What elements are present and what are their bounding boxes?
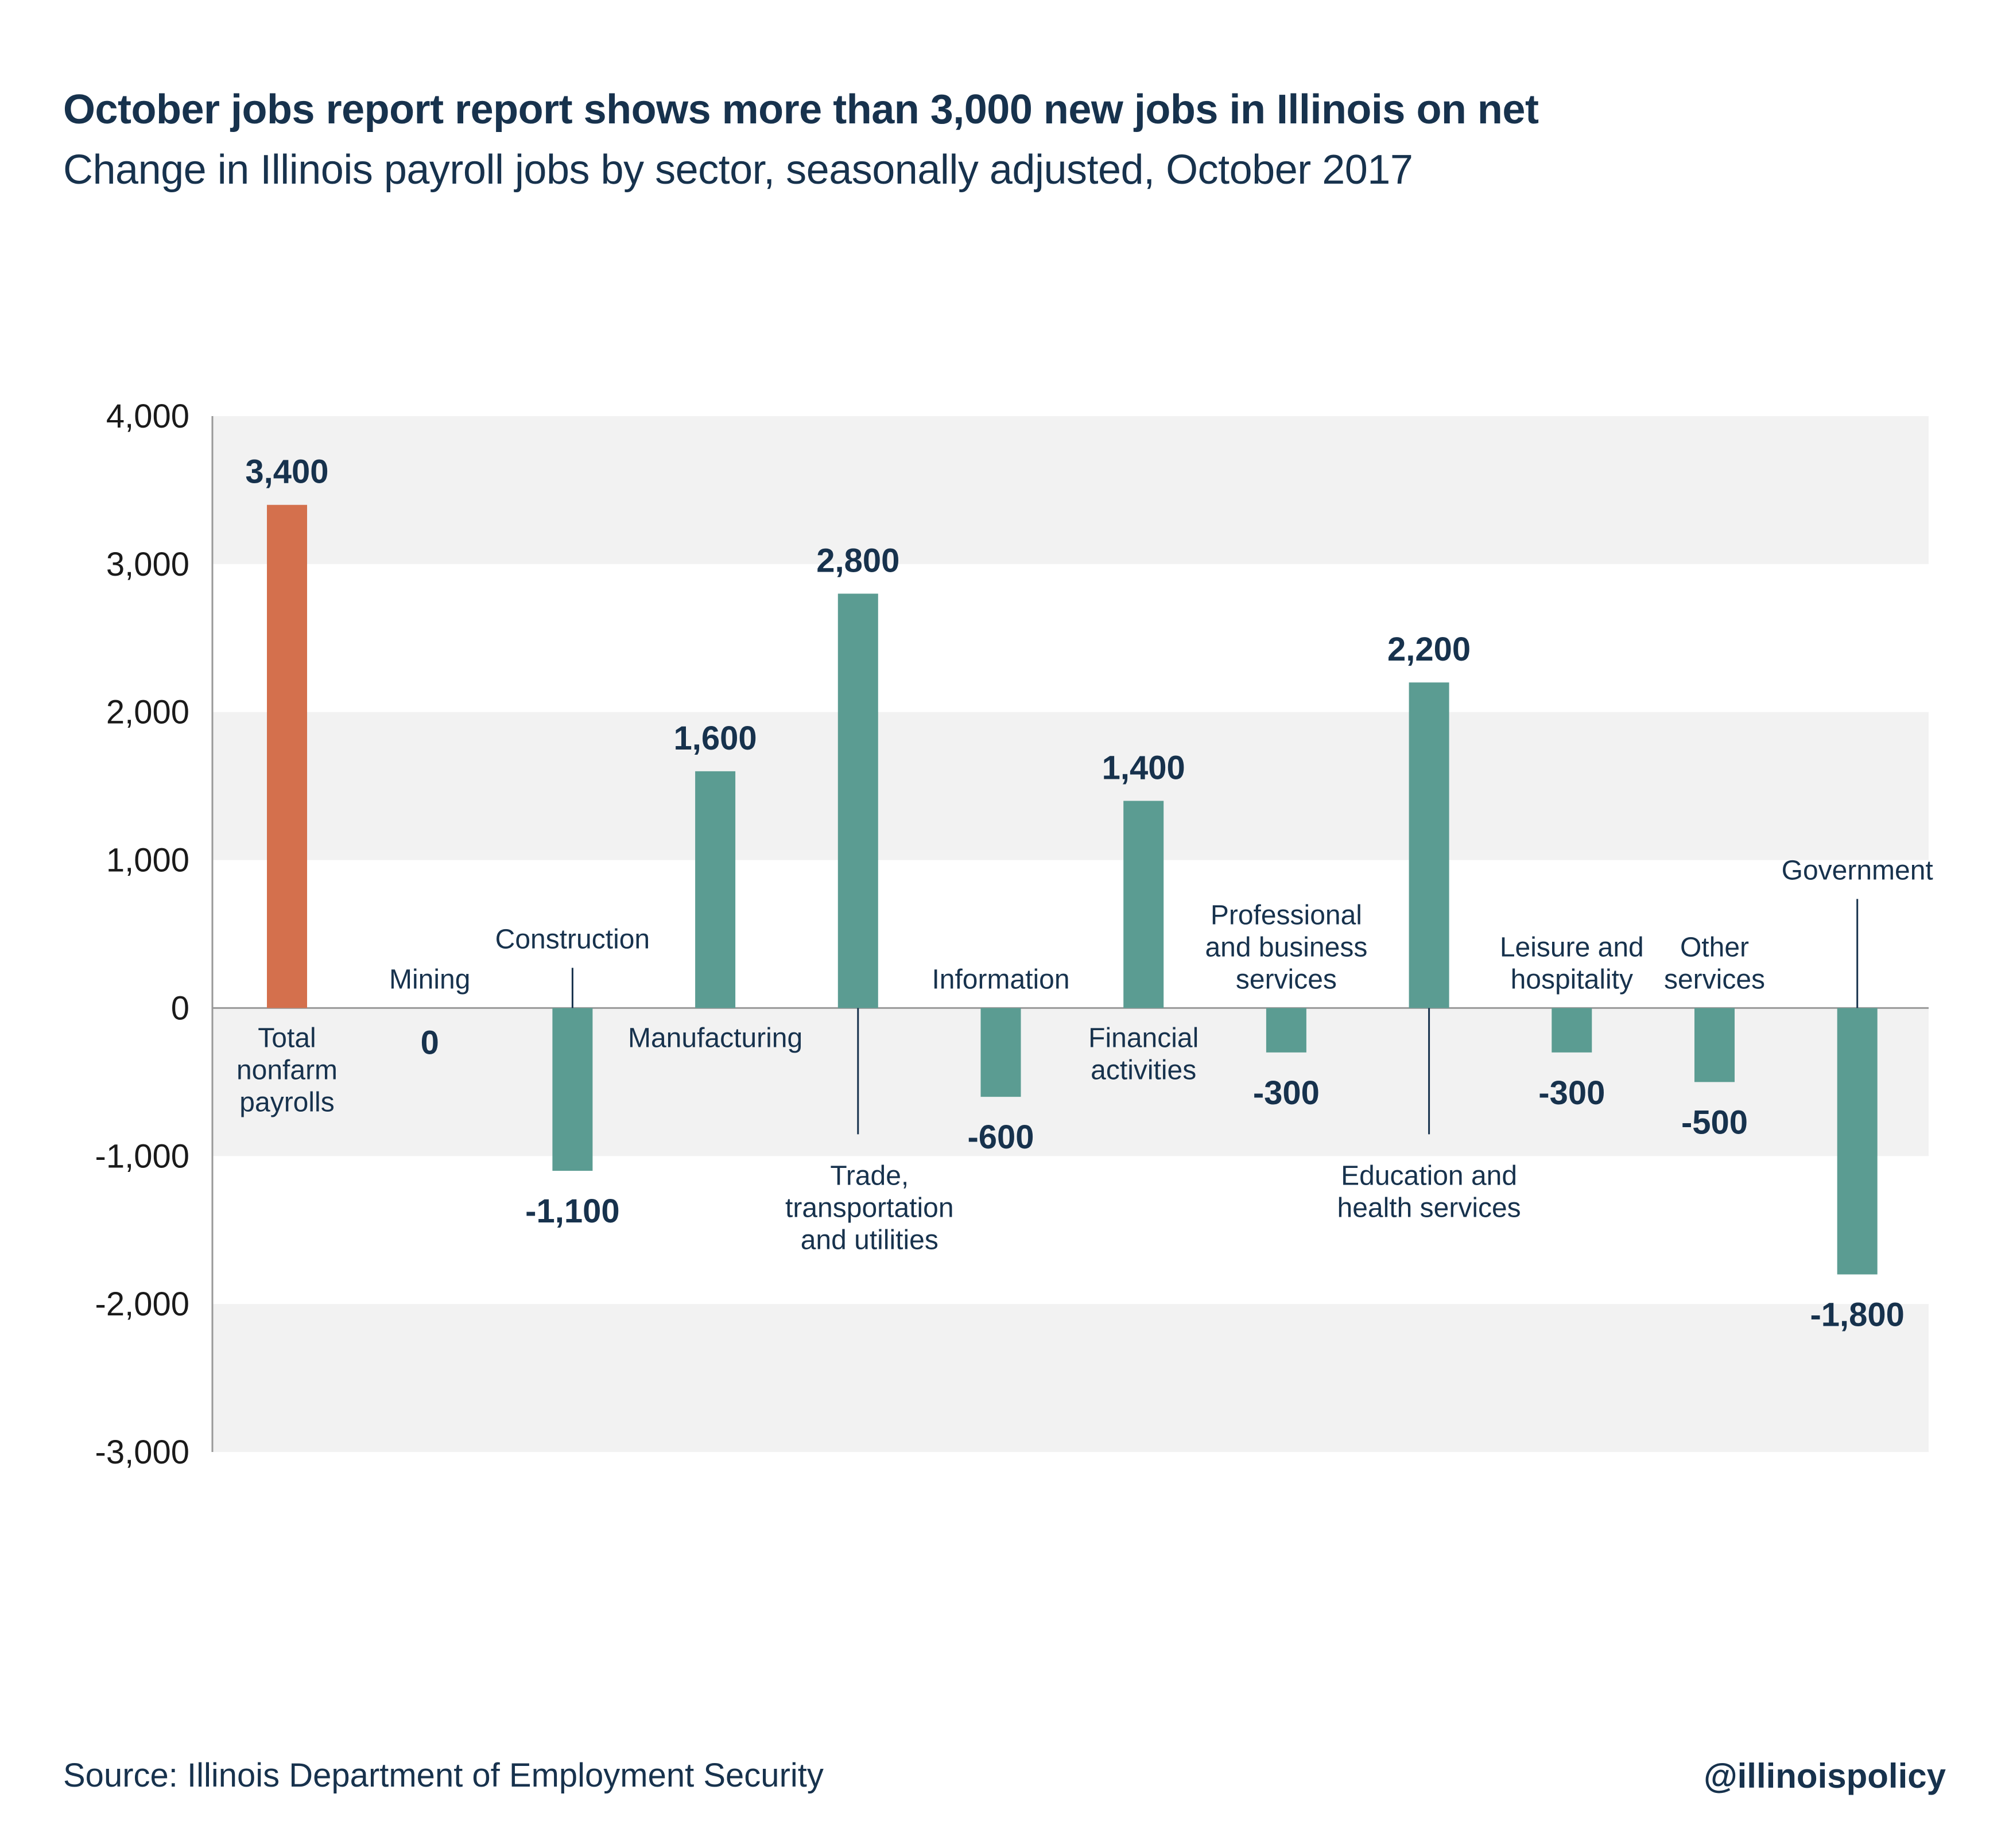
category-label: Manufacturing xyxy=(628,1023,802,1053)
background-bands xyxy=(212,416,1929,1452)
y-axis-ticks: 4,000 3,000 2,000 1,000 0 -1,000 -2,000 -3,000 xyxy=(95,398,189,1471)
value-labels: 3,400 0 -1,100 1,600 2,800 -600 1,400 -300 2,200… xyxy=(245,453,1905,1334)
category-label: Leisure and hospitality xyxy=(1500,932,1644,995)
y-tick-label: -3,000 xyxy=(95,1434,189,1471)
y-tick-label: 0 xyxy=(171,989,189,1027)
category-label-line: hospitality xyxy=(1511,964,1633,995)
y-tick-label: 4,000 xyxy=(106,398,189,435)
category-label: Total nonfarm payrolls xyxy=(236,1023,338,1117)
grid-band xyxy=(212,1304,1929,1452)
category-label-line: Professional xyxy=(1211,900,1362,930)
bar xyxy=(1123,801,1164,1008)
bar xyxy=(267,504,307,1008)
value-label: 3,400 xyxy=(245,453,328,491)
value-label: 1,600 xyxy=(674,720,757,757)
category-label: Construction xyxy=(495,924,650,954)
bar xyxy=(1552,1008,1592,1053)
y-tick-label: 2,000 xyxy=(106,694,189,731)
bar xyxy=(1266,1008,1306,1053)
category-label-line: transportation xyxy=(785,1193,954,1223)
category-label-line: Total xyxy=(258,1023,316,1053)
value-label: -500 xyxy=(1681,1104,1748,1141)
value-label: -300 xyxy=(1253,1074,1320,1112)
category-label-line: nonfarm xyxy=(236,1055,338,1085)
value-label: 0 xyxy=(421,1024,439,1061)
category-label-line: and business xyxy=(1205,932,1367,962)
category-label: Other services xyxy=(1664,932,1765,995)
bar-chart: 4,0003,0002,0001,0000-1,000-2,000-3,000 … xyxy=(95,398,1933,1471)
category-label-line: Financial xyxy=(1088,1023,1199,1053)
category-label-line: Education and xyxy=(1341,1160,1517,1191)
category-label-line: health services xyxy=(1337,1193,1521,1223)
category-label-line: services xyxy=(1664,964,1765,995)
y-tick-label: -2,000 xyxy=(95,1286,189,1323)
category-label-line: Information xyxy=(932,964,1069,995)
bar xyxy=(695,771,736,1008)
y-tick-label: 3,000 xyxy=(106,546,189,583)
leader-lines xyxy=(571,899,1859,1135)
chart-axes xyxy=(211,416,1929,1452)
bar xyxy=(837,593,878,1008)
category-label: Trade, transportation and utilities xyxy=(785,1160,954,1255)
category-label-line: Government xyxy=(1782,855,1933,886)
category-labels: Total nonfarm payrolls Mining Construction Ma… xyxy=(236,855,1933,1255)
category-label-line: Mining xyxy=(389,964,470,995)
y-tick-label: 1,000 xyxy=(106,842,189,879)
grid-band xyxy=(212,1008,1929,1156)
category-label: Professional and business services xyxy=(1205,900,1367,995)
value-label: -600 xyxy=(967,1119,1034,1156)
chart-title: October jobs report report shows more th… xyxy=(63,87,1539,133)
bar xyxy=(552,1008,593,1171)
value-label: 2,800 xyxy=(816,542,899,579)
value-label: 1,400 xyxy=(1102,749,1185,786)
value-label: -1,100 xyxy=(525,1193,619,1230)
source-note: Source: Illinois Department of Employmen… xyxy=(63,1757,824,1794)
category-label: Financial activities xyxy=(1088,1023,1199,1085)
category-label: Education and health services xyxy=(1337,1160,1521,1223)
category-label-line: activities xyxy=(1091,1055,1196,1085)
category-label: Mining xyxy=(389,964,470,995)
category-label-line: and utilities xyxy=(801,1225,938,1255)
value-label: 2,200 xyxy=(1387,631,1471,668)
value-label: -300 xyxy=(1538,1074,1605,1112)
grid-band xyxy=(212,712,1929,860)
category-label-line: Leisure and xyxy=(1500,932,1644,962)
category-label-line: Manufacturing xyxy=(628,1023,802,1053)
bar xyxy=(1694,1008,1735,1082)
category-label: Government xyxy=(1782,855,1933,886)
brand-handle: @illinoispolicy xyxy=(1704,1757,1946,1795)
grid-band xyxy=(212,416,1929,564)
category-label-line: payrolls xyxy=(239,1087,334,1117)
bar xyxy=(980,1008,1021,1097)
bar xyxy=(1409,682,1449,1008)
category-label-line: Other xyxy=(1680,932,1749,962)
y-tick-label: -1,000 xyxy=(95,1137,189,1175)
category-label-line: Trade, xyxy=(830,1160,909,1191)
category-label-line: Construction xyxy=(495,924,650,954)
bar xyxy=(1837,1008,1878,1275)
value-label: -1,800 xyxy=(1810,1296,1904,1334)
category-label-line: services xyxy=(1236,964,1337,995)
bars xyxy=(267,504,1878,1275)
chart-subtitle: Change in Illinois payroll jobs by secto… xyxy=(63,147,1413,193)
category-label: Information xyxy=(932,964,1069,995)
